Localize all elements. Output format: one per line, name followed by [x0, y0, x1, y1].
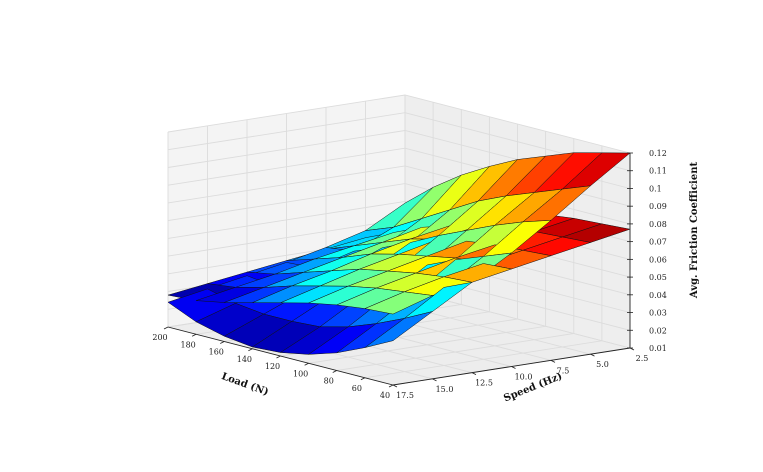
z-tick-label: 0.07 [649, 238, 667, 247]
z-tick-label: 0.04 [649, 291, 667, 300]
x-tick-label: 80 [324, 377, 334, 386]
axes: 200 180 160 140 120 100 80 60 40 17.5 15.0 12.5 10.0… [152, 149, 666, 400]
x-tick-mark [191, 333, 197, 337]
z-tick-label: 0.09 [649, 202, 667, 211]
x-tick-mark [360, 377, 366, 381]
y-axis-label: Speed (Hz) [502, 371, 564, 404]
x-tick-mark [248, 348, 253, 352]
x-tick-label: 40 [380, 391, 390, 400]
x-tick-label: 120 [265, 362, 280, 371]
surface-facet [364, 311, 433, 348]
x-tick-label: 60 [352, 384, 362, 393]
z-tick-label: 0.01 [649, 344, 667, 353]
x-tick-mark [163, 326, 169, 330]
z-axis-label: Avg. Friction Coefficient [689, 162, 700, 300]
z-tick-label: 0.05 [649, 273, 667, 282]
x-tick-mark [332, 370, 337, 373]
y-tick-mark [511, 366, 516, 369]
z-tick-label: 0.12 [649, 149, 667, 158]
y-tick-label: 12.5 [475, 379, 493, 388]
z-tick-label: 0.03 [649, 309, 667, 318]
z-tick-label: 0.1 [649, 184, 662, 193]
grid-line-z [167, 94, 631, 154]
surface-plot [167, 152, 631, 355]
y-tick-label: 17.5 [396, 391, 414, 400]
x-tick-label: 180 [180, 340, 195, 349]
x-axis-label: Load (N) [220, 371, 270, 398]
x-tick-label: 140 [237, 355, 252, 364]
x-tick-label: 200 [152, 333, 167, 342]
y-tick-label: 5.0 [596, 360, 609, 369]
y-tick-mark [550, 359, 556, 363]
y-tick-mark [432, 378, 437, 382]
x-tick-label: 160 [209, 348, 224, 357]
y-tick-mark [471, 372, 477, 376]
x-tick-mark [388, 384, 394, 388]
y-tick-label: 7.5 [557, 366, 570, 375]
z-tick-label: 0.06 [649, 255, 667, 264]
z-tick-label: 0.08 [649, 220, 667, 229]
z-tick-label: 0.11 [649, 167, 667, 176]
x-tick-mark [276, 355, 281, 359]
x-tick-mark [304, 362, 309, 366]
y-tick-mark [392, 384, 398, 388]
z-tick-label: 0.02 [649, 326, 667, 335]
x-tick-label: 100 [293, 369, 308, 378]
surface-facet [364, 291, 433, 315]
y-tick-label: 2.5 [636, 354, 649, 363]
y-tick-label: 10.0 [515, 373, 533, 382]
y-tick-label: 15.0 [436, 385, 454, 394]
y-tick-mark [590, 353, 595, 357]
x-tick-mark [220, 341, 225, 344]
grid-line-z [167, 112, 631, 172]
